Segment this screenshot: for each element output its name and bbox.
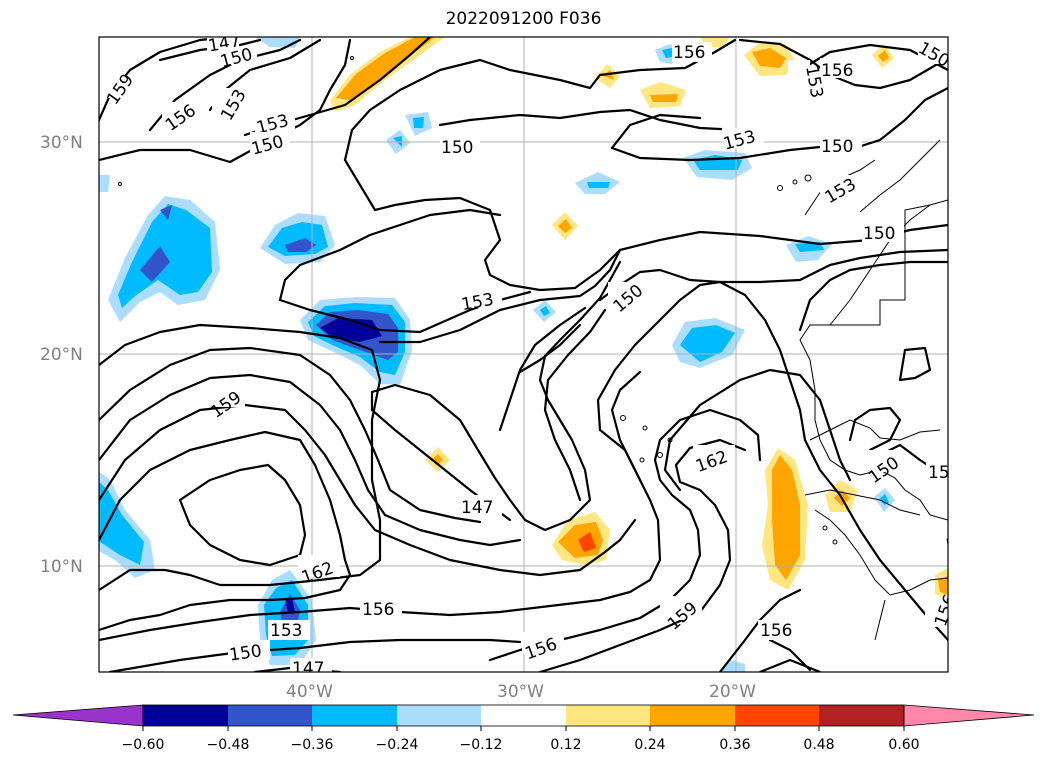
colorbar-bin	[481, 705, 566, 726]
colorbar-bin	[819, 705, 904, 726]
shaded-fields	[99, 37, 948, 672]
contour-label: 156	[760, 621, 792, 641]
contour-label: 156	[362, 600, 394, 620]
lon-label-40w: 40°W	[286, 682, 333, 702]
lon-label-30w: 30°W	[497, 682, 544, 702]
contour-label: 150	[863, 224, 895, 244]
contour-label: 147	[461, 498, 493, 518]
colorbar-bin	[566, 705, 650, 726]
contour-label: 153	[270, 621, 302, 641]
colorbar-bin	[650, 705, 735, 726]
colorbar-tick-label: −0.12	[460, 737, 503, 753]
longitude-labels: 40°W 30°W 20°W	[286, 682, 756, 702]
lat-label-20n: 20°N	[40, 345, 83, 365]
colorbar-tick-label: −0.60	[122, 737, 165, 753]
lon-label-20w: 20°W	[709, 682, 756, 702]
colorbar-tick-label: 0.12	[550, 737, 581, 753]
contour-label: 150	[928, 463, 960, 483]
coastlines	[118, 56, 948, 641]
colorbar-tick-label: −0.24	[376, 737, 419, 753]
colorbar-bin	[143, 705, 228, 726]
colorbar-tick-label: −0.36	[291, 737, 334, 753]
colorbar-tick-label: 0.24	[634, 737, 665, 753]
colorbar-tick-labels: −0.60 −0.48 −0.36 −0.24 −0.12 0.12 0.24 …	[122, 737, 920, 753]
colorbar-bin	[735, 705, 819, 726]
contour-label: 153	[941, 534, 966, 569]
colorbar-extend-low	[12, 704, 144, 727]
colorbar-bin	[228, 705, 312, 726]
contour-label: 150	[821, 137, 853, 157]
colorbar-bin	[312, 705, 397, 726]
lat-label-30n: 30°N	[40, 133, 83, 153]
colorbar-tick-label: 0.36	[719, 737, 750, 753]
colorbar: −0.60 −0.48 −0.36 −0.24 −0.12 0.12 0.24 …	[12, 704, 1035, 753]
colorbar-extend-high	[903, 704, 1035, 727]
contour-label: 150	[228, 641, 263, 665]
colorbar-tick-label: 0.48	[803, 737, 834, 753]
lat-label-10n: 10°N	[40, 557, 83, 577]
contour-label: 150	[441, 138, 473, 158]
colorbar-ticks	[142, 726, 905, 731]
colorbar-bin	[397, 705, 481, 726]
contour-label: 147	[292, 659, 324, 679]
contour-lines	[99, 37, 948, 672]
map-title: 2022091200 F036	[445, 9, 602, 29]
contour-label: 156	[821, 61, 853, 81]
map-frame	[98, 36, 949, 673]
colorbar-tick-label: 0.60	[888, 737, 919, 753]
contour-label: 156	[673, 43, 705, 63]
map-content: 147 150 159 156 153 153 150 150 156 150 …	[99, 37, 966, 679]
colorbar-tick-label: −0.48	[207, 737, 250, 753]
latitude-labels: 30°N 20°N 10°N	[40, 133, 83, 577]
